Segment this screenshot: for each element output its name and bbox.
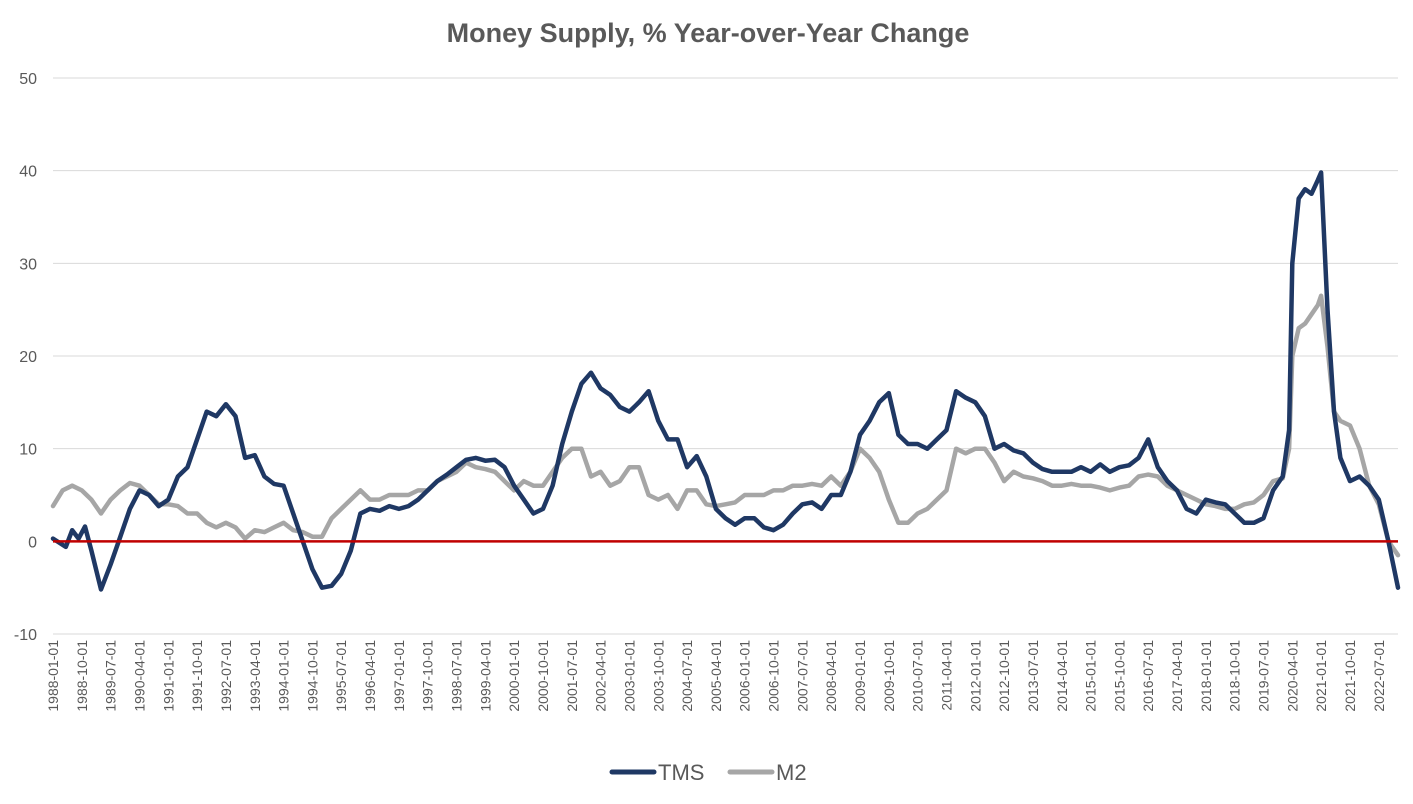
x-tick-label: 2009-10-01 <box>881 640 897 712</box>
chart-title: Money Supply, % Year-over-Year Change <box>447 18 970 48</box>
x-tick-label: 2018-10-01 <box>1227 640 1243 712</box>
x-tick-label: 1998-07-01 <box>449 640 465 712</box>
x-axis-ticks: 1988-01-01 1988-10-01 1989-07-01 1990-04-01… <box>45 640 1387 712</box>
x-tick-label: 2019-07-01 <box>1256 640 1272 712</box>
y-tick-label: -10 <box>14 627 37 644</box>
x-tick-label: 2012-01-01 <box>967 640 983 712</box>
x-tick-label: 2011-04-01 <box>938 640 954 711</box>
x-tick-label: 1990-04-01 <box>131 640 147 712</box>
x-tick-label: 1992-07-01 <box>218 640 234 712</box>
x-tick-label: 1991-10-01 <box>189 640 205 712</box>
x-tick-label: 2006-10-01 <box>766 640 782 712</box>
x-tick-label: 1995-07-01 <box>333 640 349 712</box>
x-tick-label: 1997-01-01 <box>391 640 407 712</box>
y-tick-label: 50 <box>19 71 37 88</box>
x-tick-label: 1988-01-01 <box>45 640 61 712</box>
legend-label-tms: TMS <box>658 760 704 785</box>
x-tick-label: 2022-07-01 <box>1371 640 1387 712</box>
x-tick-label: 1994-01-01 <box>276 640 292 712</box>
x-tick-label: 2021-01-01 <box>1313 640 1329 712</box>
x-tick-label: 2007-07-01 <box>794 640 810 712</box>
x-tick-label: 2018-01-01 <box>1198 640 1214 712</box>
legend-label-m2: M2 <box>776 760 807 785</box>
x-tick-label: 2006-01-01 <box>737 640 753 712</box>
x-tick-label: 2000-10-01 <box>535 640 551 712</box>
y-tick-label: 20 <box>19 349 37 366</box>
x-tick-label: 2012-10-01 <box>996 640 1012 712</box>
gridlines <box>53 77 1398 635</box>
x-tick-label: 2015-01-01 <box>1083 640 1099 712</box>
x-tick-label: 2005-04-01 <box>708 640 724 712</box>
x-tick-label: 1988-10-01 <box>74 640 90 712</box>
x-tick-label: 1989-07-01 <box>103 640 119 712</box>
x-tick-label: 2013-07-01 <box>1025 640 1041 712</box>
x-tick-label: 2008-04-01 <box>823 640 839 712</box>
x-tick-label: 1993-04-01 <box>247 640 263 712</box>
x-tick-label: 2000-01-01 <box>506 640 522 712</box>
series-line-tms <box>50 170 1401 592</box>
x-tick-label: 2017-04-01 <box>1169 640 1185 712</box>
series-lines <box>50 170 1401 592</box>
x-tick-label: 1997-10-01 <box>420 640 436 712</box>
x-tick-label: 2014-04-01 <box>1054 640 1070 712</box>
y-tick-label: 10 <box>19 442 37 459</box>
x-tick-label: 2004-07-01 <box>679 640 695 712</box>
x-tick-label: 2021-10-01 <box>1342 640 1358 712</box>
x-tick-label: 2003-10-01 <box>650 640 666 712</box>
y-tick-label: 40 <box>19 164 37 181</box>
x-tick-label: 2003-01-01 <box>621 640 637 712</box>
x-tick-label: 2015-10-01 <box>1111 640 1127 712</box>
x-tick-label: 1994-10-01 <box>304 640 320 712</box>
x-tick-label: 1999-04-01 <box>477 640 493 712</box>
y-axis-ticks: -10 0 10 20 30 40 50 <box>14 71 37 644</box>
x-tick-label: 2020-04-01 <box>1284 640 1300 712</box>
y-tick-label: 30 <box>19 256 37 273</box>
y-tick-label: 0 <box>28 534 37 551</box>
x-tick-label: 2009-01-01 <box>852 640 868 712</box>
legend: TMS M2 <box>609 760 807 785</box>
x-tick-label: 2016-07-01 <box>1140 640 1156 712</box>
x-tick-label: 2002-04-01 <box>593 640 609 712</box>
x-tick-label: 1991-01-01 <box>160 640 176 712</box>
x-tick-label: 2010-07-01 <box>910 640 926 712</box>
x-tick-label: 1996-04-01 <box>362 640 378 712</box>
x-tick-label: 2001-07-01 <box>564 640 580 712</box>
series-line-m2 <box>50 293 1401 558</box>
